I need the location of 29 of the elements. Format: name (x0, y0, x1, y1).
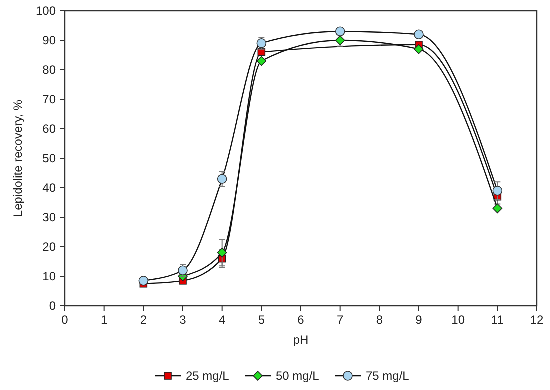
x-tick-label: 9 (416, 313, 423, 327)
x-tick-label: 2 (140, 313, 148, 327)
y-tick-label: 80 (42, 63, 56, 77)
y-tick-label: 40 (42, 181, 56, 195)
x-tick-label: 3 (180, 313, 187, 327)
x-tick-label: 6 (298, 313, 305, 327)
y-axis-title: Lepidolite recovery, % (11, 100, 25, 218)
x-tick-label: 11 (491, 313, 504, 327)
legend-label: 75 mg/L (366, 369, 410, 383)
y-tick-label: 70 (42, 92, 56, 106)
legend-label: 50 mg/L (276, 369, 320, 383)
y-tick-label: 60 (42, 122, 56, 136)
x-tick-label: 12 (530, 313, 544, 327)
y-tick-label: 50 (42, 152, 56, 166)
x-tick-label: 7 (336, 313, 344, 327)
x-tick-label: 8 (376, 313, 384, 327)
y-tick-label: 20 (42, 240, 56, 254)
y-tick-label: 100 (36, 4, 56, 18)
y-tick-label: 0 (49, 299, 56, 313)
x-tick-label: 1 (100, 313, 108, 327)
x-tick-label: 10 (452, 313, 466, 327)
legend-label: 25 mg/L (186, 369, 230, 383)
x-tick-label: 5 (258, 313, 266, 327)
x-tick-label: 0 (62, 313, 69, 327)
y-tick-label: 30 (42, 210, 56, 224)
y-tick-label: 10 (42, 270, 56, 284)
y-tick-label: 90 (42, 34, 56, 48)
x-axis-title: pH (293, 333, 309, 347)
x-tick-label: 4 (218, 313, 226, 327)
